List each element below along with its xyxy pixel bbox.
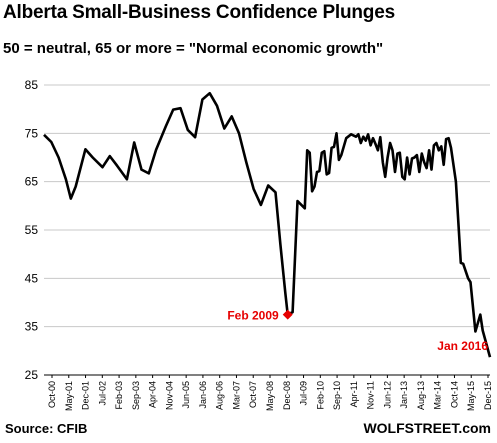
x-tick-label: Sep-10 (332, 381, 342, 410)
x-tick-label: Jan-06 (198, 381, 208, 409)
x-tick-label: Feb-10 (315, 381, 325, 410)
x-tick-label: Apr-11 (349, 381, 359, 407)
x-tick-label: May-01 (64, 381, 74, 411)
series-line (43, 91, 492, 358)
x-tick-label: Oct-00 (47, 381, 57, 408)
y-tick-label: 75 (25, 126, 39, 140)
x-tick-label: Dec-15 (483, 381, 493, 410)
y-tick-label: 35 (25, 320, 39, 334)
x-tick-label: Feb-03 (114, 381, 124, 410)
source-label: Source: CFIB (5, 421, 88, 436)
brand-label: WOLFSTREET.com (363, 420, 491, 436)
y-tick-label: 45 (25, 271, 39, 285)
x-tick-label: Apr-04 (148, 381, 158, 408)
annotation-label: Feb 2009 (227, 309, 279, 323)
chart-subtitle: 50 = neutral, 65 or more = "Normal econo… (3, 40, 384, 57)
y-tick-label: 55 (25, 223, 39, 237)
x-tick-label: May-15 (466, 381, 476, 411)
x-tick-label: May-08 (265, 381, 275, 411)
y-tick-label: 25 (25, 368, 39, 382)
annotation-marker (282, 309, 293, 320)
y-tick-label: 85 (25, 78, 39, 92)
x-tick-label: Jan-13 (399, 381, 409, 409)
x-tick-label: Nov-04 (164, 381, 174, 410)
x-tick-label: Dec-01 (81, 381, 91, 410)
x-tick-label: Jul-02 (97, 381, 107, 406)
x-tick-label: Jun-12 (382, 381, 392, 409)
x-tick-label: Mar-14 (433, 381, 443, 410)
x-tick-label: Aug-06 (215, 381, 225, 410)
x-tick-label: Aug-13 (416, 381, 426, 410)
annotation-label: Jan 2016 (437, 339, 488, 353)
x-tick-label: Jun-05 (181, 381, 191, 409)
x-tick-label: Nov-11 (366, 381, 376, 409)
x-tick-label: Sep-03 (131, 381, 141, 410)
x-tick-label: Mar-07 (231, 381, 241, 410)
chart-title: Alberta Small-Business Confidence Plunge… (3, 2, 395, 23)
x-tick-label: Jul-09 (299, 381, 309, 406)
x-tick-label: Oct-07 (248, 381, 258, 408)
x-tick-label: Dec-08 (282, 381, 292, 410)
y-tick-label: 65 (25, 175, 39, 189)
x-tick-label: Oct-14 (449, 381, 459, 408)
